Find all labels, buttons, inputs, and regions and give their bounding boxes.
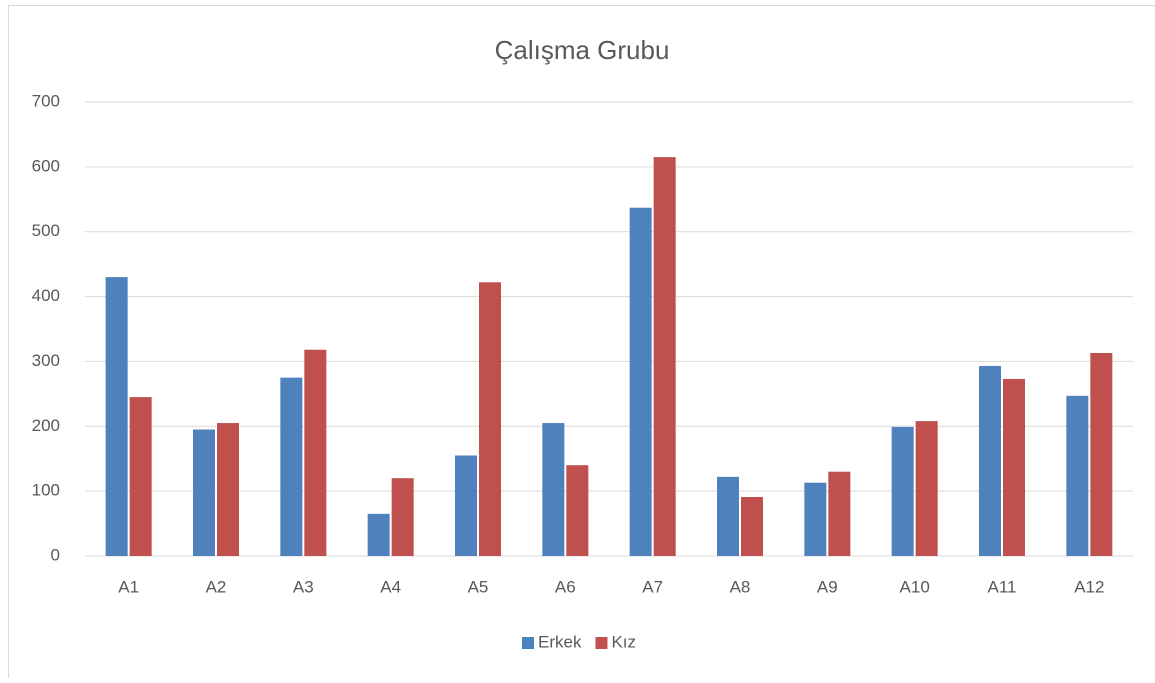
legend-label: Kız: [611, 632, 636, 651]
x-tick-label: A3: [293, 577, 314, 596]
bar: [1066, 396, 1088, 556]
y-tick-label: 0: [51, 545, 60, 564]
y-tick-label: 200: [32, 416, 60, 435]
y-tick-label: 400: [32, 286, 60, 305]
y-tick-label: 100: [32, 481, 60, 500]
bar: [717, 477, 739, 556]
x-tick-label: A1: [118, 577, 139, 596]
bar: [479, 282, 501, 556]
bar: [1090, 353, 1112, 556]
bar: [368, 514, 390, 556]
legend-label: Erkek: [538, 632, 582, 651]
x-tick-label: A8: [730, 577, 751, 596]
bar: [280, 378, 302, 556]
bar: [654, 157, 676, 556]
bar: [1003, 379, 1025, 556]
y-tick-label: 500: [32, 221, 60, 240]
bar: [892, 427, 914, 556]
bar: [392, 478, 414, 556]
x-tick-label: A7: [642, 577, 663, 596]
bar: [630, 208, 652, 556]
x-tick-label: A9: [817, 577, 838, 596]
chart-title: Çalışma Grubu: [495, 35, 670, 65]
bar: [979, 366, 1001, 556]
y-tick-label: 700: [32, 91, 60, 110]
bar: [804, 483, 826, 556]
y-tick-label: 600: [32, 156, 60, 175]
x-tick-label: A12: [1074, 577, 1104, 596]
bar: [130, 397, 152, 556]
y-tick-label: 300: [32, 351, 60, 370]
bar: [304, 350, 326, 556]
x-tick-label: A5: [468, 577, 489, 596]
x-tick-label: A4: [380, 577, 401, 596]
bar: [217, 423, 239, 556]
legend-swatch: [522, 637, 534, 649]
legend-swatch: [595, 637, 607, 649]
bar: [193, 430, 215, 556]
bar: [542, 423, 564, 556]
x-tick-label: A6: [555, 577, 576, 596]
chart-border: [9, 6, 1155, 679]
bar: [828, 472, 850, 556]
bar: [106, 277, 128, 556]
x-tick-label: A11: [988, 577, 1017, 596]
bar: [455, 455, 477, 556]
bar: [741, 497, 763, 556]
bar: [566, 465, 588, 556]
bar: [916, 421, 938, 556]
x-tick-label: A10: [900, 577, 930, 596]
x-tick-label: A2: [206, 577, 227, 596]
